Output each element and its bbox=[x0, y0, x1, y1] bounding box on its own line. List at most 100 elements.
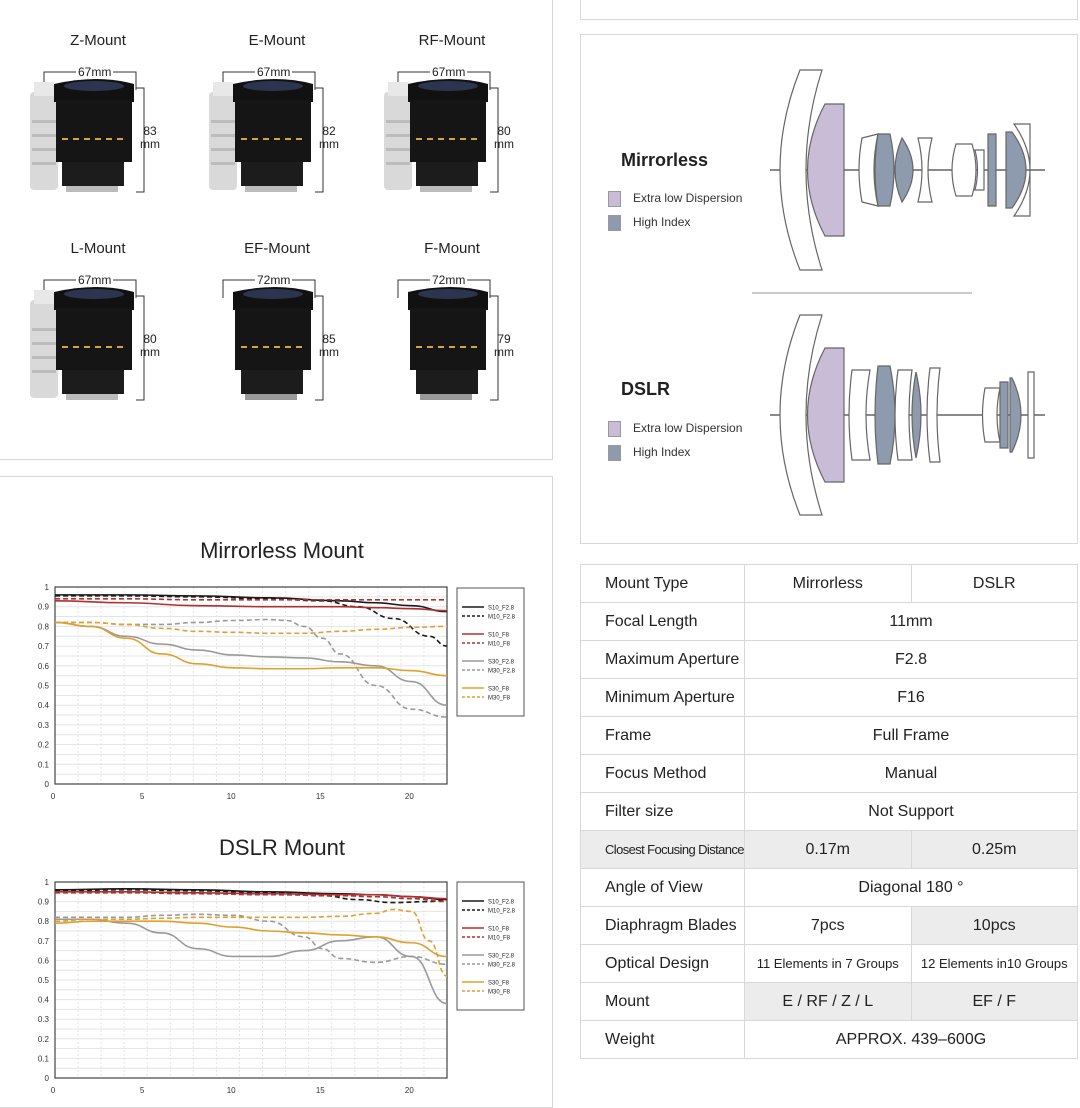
y-tick-label: 0.1 bbox=[38, 760, 50, 769]
series-line-s10_f8 bbox=[55, 891, 448, 900]
spec-row: Diaphragm Blades 7pcs 10pcs bbox=[580, 906, 1078, 945]
series-line-m30_f8 bbox=[54, 908, 448, 977]
ed-swatch bbox=[608, 421, 621, 437]
spec-label: Focus Method bbox=[580, 754, 745, 793]
hi-swatch bbox=[608, 215, 621, 231]
spec-value: Manual bbox=[744, 754, 1078, 793]
legend-box bbox=[456, 881, 525, 1011]
y-tick-label: 0.6 bbox=[38, 662, 50, 671]
mount-height-label: 83 mm bbox=[140, 125, 160, 151]
mount-height-label: 80 mm bbox=[494, 125, 514, 151]
series-line-m10_f8 bbox=[55, 891, 448, 903]
legend-label: M10_F8 bbox=[488, 642, 511, 648]
plot-frame bbox=[54, 881, 448, 1079]
legend-label: M30_F2.8 bbox=[488, 669, 516, 675]
x-tick-label: 0 bbox=[51, 1086, 56, 1095]
mount-height-unit: mm bbox=[494, 345, 514, 359]
series-line-s30_f2-8 bbox=[54, 621, 448, 706]
mount-height-label: 80 mm bbox=[140, 333, 160, 359]
dslr-ed-legend: Extra low Dispersion bbox=[608, 421, 742, 437]
mount-name-label: F-Mount bbox=[424, 240, 480, 257]
spec-row: Mount Type Mirrorless DSLR bbox=[580, 564, 1078, 603]
mount-height-value: 80 bbox=[497, 124, 511, 138]
y-tick-label: 0.3 bbox=[38, 721, 50, 730]
y-tick-label: 0 bbox=[45, 780, 50, 789]
spec-row: Mount E / RF / Z / L EF / F bbox=[580, 982, 1078, 1021]
spec-row: Minimum Aperture F16 bbox=[580, 678, 1078, 717]
lens-illustration bbox=[30, 71, 145, 193]
spec-value: 10pcs bbox=[910, 906, 1078, 945]
mount-width-label: 67mm bbox=[76, 273, 114, 287]
legend-label: High Index bbox=[633, 445, 691, 460]
x-tick-label: 20 bbox=[405, 1086, 414, 1095]
legend-label: High Index bbox=[633, 215, 691, 230]
spec-label: Mount Type bbox=[580, 564, 745, 603]
chart-title-dslr: DSLR Mount bbox=[219, 835, 345, 860]
y-tick-label: 0.8 bbox=[38, 917, 50, 926]
legend-label: M10_F2.8 bbox=[488, 909, 516, 915]
mount-height-label: 79 mm bbox=[494, 333, 514, 359]
dslr-hi-legend: High Index bbox=[608, 445, 690, 461]
spec-row: Angle of View Diagonal 180 ° bbox=[580, 868, 1078, 907]
y-tick-label: 0 bbox=[45, 1074, 50, 1083]
legend-label: M10_F2.8 bbox=[488, 615, 516, 621]
y-tick-label: 0.3 bbox=[38, 1015, 50, 1024]
spec-label: Closest Focusing Distance bbox=[580, 830, 745, 869]
mount-height-unit: mm bbox=[319, 137, 339, 151]
mirrorless-hi-legend: High Index bbox=[608, 215, 690, 231]
legend-label: S30_F8 bbox=[488, 687, 510, 693]
spec-row: Optical Design 11 Elements in 7 Groups 12 … bbox=[580, 944, 1078, 983]
mount-height-label: 82 mm bbox=[319, 125, 339, 151]
top-right-panel bbox=[580, 0, 1078, 20]
spec-value: Mirrorless bbox=[744, 564, 912, 603]
mtf-chart: 00.10.20.30.40.50.60.70.80.910 5 10 15 20S10… bbox=[38, 583, 525, 801]
spec-label: Minimum Aperture bbox=[580, 678, 745, 717]
spec-row: Focal Length 11mm bbox=[580, 602, 1078, 641]
lens-illustration bbox=[222, 279, 324, 401]
legend-label: M30_F2.8 bbox=[488, 963, 516, 969]
legend-label: Extra low Dispersion bbox=[633, 421, 743, 436]
lens-illustration bbox=[209, 71, 324, 193]
spec-label: Optical Design bbox=[580, 944, 745, 983]
y-tick-label: 0.7 bbox=[38, 937, 50, 946]
series-line-s10_f2-8 bbox=[55, 594, 448, 613]
mount-height-unit: mm bbox=[319, 345, 339, 359]
spec-label: Frame bbox=[580, 716, 745, 755]
y-tick-label: 0.6 bbox=[38, 956, 50, 965]
dslr-optics-title: DSLR bbox=[621, 379, 670, 399]
legend-label: M10_F8 bbox=[488, 936, 511, 942]
x-tick-label: 0 bbox=[51, 792, 56, 801]
legend-label: M30_F8 bbox=[488, 990, 511, 996]
y-tick-label: 0.9 bbox=[38, 603, 50, 612]
mount-height-unit: mm bbox=[494, 137, 514, 151]
x-tick-label: 20 bbox=[405, 792, 414, 801]
y-tick-label: 1 bbox=[45, 583, 50, 592]
lens-illustration bbox=[384, 71, 499, 193]
mtf-chart: 00.10.20.30.40.50.60.70.80.910 5 10 15 20S10… bbox=[38, 878, 525, 1095]
spec-table: Mount Type Mirrorless DSLR Focal Length 11mm… bbox=[580, 564, 1078, 1059]
spec-label: Mount bbox=[580, 982, 745, 1021]
spec-value: 7pcs bbox=[744, 906, 912, 945]
mtf-panel bbox=[0, 476, 553, 1108]
legend-label: S30_F2.8 bbox=[488, 660, 515, 666]
legend-label: S10_F2.8 bbox=[488, 900, 515, 906]
x-tick-label: 10 bbox=[227, 792, 236, 801]
lens-illustration bbox=[397, 279, 499, 401]
mirrorless-ed-legend: Extra low Dispersion bbox=[608, 191, 742, 207]
spec-value: 11 Elements in 7 Groups bbox=[744, 944, 912, 983]
mount-name-label: E-Mount bbox=[248, 32, 306, 49]
mount-width-label: 72mm bbox=[430, 273, 468, 287]
mount-width-label: 67mm bbox=[76, 65, 114, 79]
spec-row: Maximum Aperture F2.8 bbox=[580, 640, 1078, 679]
x-tick-label: 15 bbox=[316, 792, 325, 801]
y-tick-label: 0.9 bbox=[38, 898, 50, 907]
spec-value: 12 Elements in10 Groups bbox=[910, 944, 1078, 983]
spec-row: Frame Full Frame bbox=[580, 716, 1078, 755]
mount-name-label: Z-Mount bbox=[70, 32, 126, 49]
y-tick-label: 1 bbox=[45, 878, 50, 887]
spec-value: Full Frame bbox=[744, 716, 1078, 755]
mount-width-label: 67mm bbox=[430, 65, 468, 79]
spec-value: Not Support bbox=[744, 792, 1078, 831]
lens-illustration bbox=[30, 279, 145, 401]
